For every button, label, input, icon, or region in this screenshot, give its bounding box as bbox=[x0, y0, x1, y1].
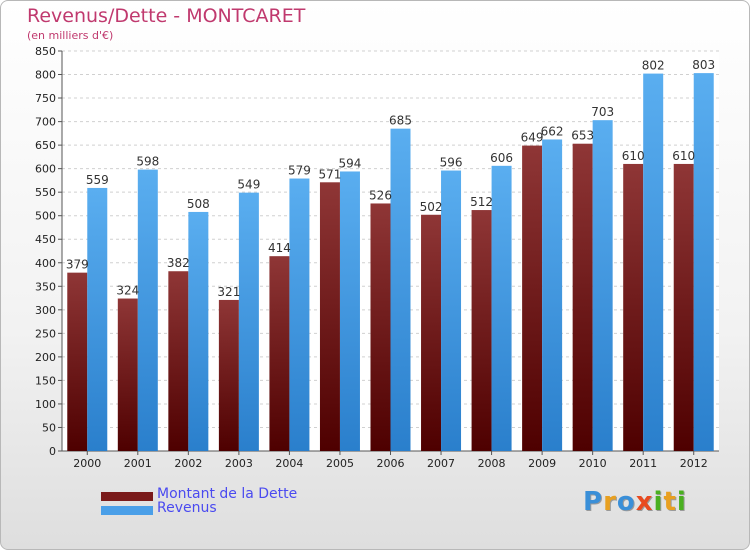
bar-debt bbox=[319, 182, 340, 451]
bar-debt bbox=[218, 299, 239, 451]
x-tick-label: 2006 bbox=[377, 457, 405, 470]
bar-revenue bbox=[289, 178, 310, 451]
proxiti-logo: Proxiti bbox=[583, 487, 687, 517]
data-label-revenue: 594 bbox=[339, 156, 362, 170]
logo-letter: x bbox=[635, 487, 654, 517]
data-label-revenue: 703 bbox=[591, 105, 614, 119]
bar-revenue bbox=[643, 73, 664, 452]
bar-debt bbox=[168, 271, 189, 451]
bar-debt bbox=[471, 210, 492, 451]
data-label-revenue: 802 bbox=[642, 59, 665, 73]
bar-revenue bbox=[137, 169, 158, 451]
legend-swatch-debt bbox=[101, 492, 153, 501]
y-tick-label: 750 bbox=[35, 92, 56, 105]
y-tick-label: 0 bbox=[49, 445, 56, 458]
y-tick-label: 450 bbox=[35, 233, 56, 246]
logo-letter: P bbox=[583, 487, 604, 517]
data-label-debt: 526 bbox=[369, 188, 392, 202]
logo-letter: i bbox=[653, 487, 664, 517]
logo-letter: o bbox=[616, 487, 636, 517]
data-label-debt: 649 bbox=[521, 131, 544, 145]
data-label-debt: 610 bbox=[622, 149, 645, 163]
data-label-debt: 414 bbox=[268, 241, 291, 255]
data-label-debt: 653 bbox=[571, 129, 594, 143]
bar-revenue bbox=[87, 187, 108, 452]
bar-debt bbox=[673, 163, 694, 452]
bar-revenue bbox=[339, 171, 360, 451]
x-tick-label: 2005 bbox=[326, 457, 354, 470]
data-label-debt: 382 bbox=[167, 256, 190, 270]
data-label-revenue: 803 bbox=[692, 58, 715, 72]
data-label-debt: 502 bbox=[420, 200, 443, 214]
y-tick-label: 350 bbox=[35, 280, 56, 293]
y-tick-label: 200 bbox=[35, 351, 56, 364]
logo-letter: t bbox=[663, 487, 677, 517]
y-tick-label: 250 bbox=[35, 327, 56, 340]
chart-subtitle: (en milliers d'€) bbox=[27, 29, 114, 42]
bar-debt bbox=[67, 272, 88, 451]
x-tick-label: 2004 bbox=[275, 457, 303, 470]
bar-debt bbox=[623, 163, 644, 452]
data-label-revenue: 596 bbox=[440, 156, 463, 170]
bar-revenue bbox=[491, 165, 512, 451]
y-tick-label: 700 bbox=[35, 116, 56, 129]
bar-revenue bbox=[390, 128, 411, 451]
data-label-revenue: 685 bbox=[389, 114, 412, 128]
legend-label-debt: Montant de la Dette bbox=[157, 486, 298, 502]
logo-letter: r bbox=[603, 487, 617, 517]
bar-debt bbox=[370, 203, 391, 451]
x-tick-label: 2003 bbox=[225, 457, 253, 470]
y-tick-label: 300 bbox=[35, 304, 56, 317]
bar-debt bbox=[117, 298, 138, 451]
y-tick-label: 100 bbox=[35, 398, 56, 411]
y-tick-label: 800 bbox=[35, 69, 56, 82]
data-label-revenue: 559 bbox=[86, 173, 109, 187]
y-tick-label: 600 bbox=[35, 163, 56, 176]
data-label-debt: 512 bbox=[470, 195, 493, 209]
data-label-revenue: 579 bbox=[288, 164, 311, 178]
logo-letter: i bbox=[676, 487, 687, 517]
data-label-debt: 324 bbox=[116, 284, 139, 298]
data-label-debt: 321 bbox=[217, 285, 240, 299]
bar-revenue bbox=[238, 192, 259, 451]
data-label-revenue: 549 bbox=[237, 178, 260, 192]
data-label-debt: 379 bbox=[66, 258, 89, 272]
data-label-debt: 571 bbox=[319, 167, 342, 181]
legend-label-revenue: Revenus bbox=[157, 500, 217, 516]
legend-swatch-revenue bbox=[101, 506, 153, 515]
x-tick-label: 2007 bbox=[427, 457, 455, 470]
x-tick-label: 2009 bbox=[528, 457, 556, 470]
y-tick-label: 500 bbox=[35, 210, 56, 223]
bar-debt bbox=[421, 214, 442, 451]
y-tick-label: 850 bbox=[35, 45, 56, 58]
x-tick-label: 2008 bbox=[478, 457, 506, 470]
data-label-revenue: 606 bbox=[490, 151, 513, 165]
x-tick-label: 2002 bbox=[174, 457, 202, 470]
bar-revenue bbox=[592, 120, 613, 452]
bar-revenue bbox=[441, 170, 462, 451]
y-tick-label: 150 bbox=[35, 374, 56, 387]
data-label-revenue: 508 bbox=[187, 197, 210, 211]
y-tick-label: 650 bbox=[35, 139, 56, 152]
bar-revenue bbox=[188, 211, 209, 451]
bar-revenue bbox=[542, 139, 563, 451]
bar-debt bbox=[572, 143, 593, 452]
x-tick-label: 2011 bbox=[629, 457, 657, 470]
bar-revenue bbox=[693, 73, 714, 451]
x-tick-label: 2000 bbox=[73, 457, 101, 470]
y-tick-label: 50 bbox=[42, 421, 56, 434]
x-tick-label: 2001 bbox=[124, 457, 152, 470]
data-label-debt: 610 bbox=[672, 149, 695, 163]
y-tick-label: 400 bbox=[35, 257, 56, 270]
chart-title: Revenus/Dette - MONTCARET bbox=[27, 5, 306, 27]
bar-debt bbox=[269, 256, 290, 451]
x-tick-label: 2010 bbox=[579, 457, 607, 470]
data-label-revenue: 598 bbox=[136, 155, 159, 169]
data-label-revenue: 662 bbox=[541, 124, 564, 138]
x-tick-label: 2012 bbox=[680, 457, 708, 470]
y-tick-label: 550 bbox=[35, 186, 56, 199]
bar-debt bbox=[522, 145, 543, 451]
